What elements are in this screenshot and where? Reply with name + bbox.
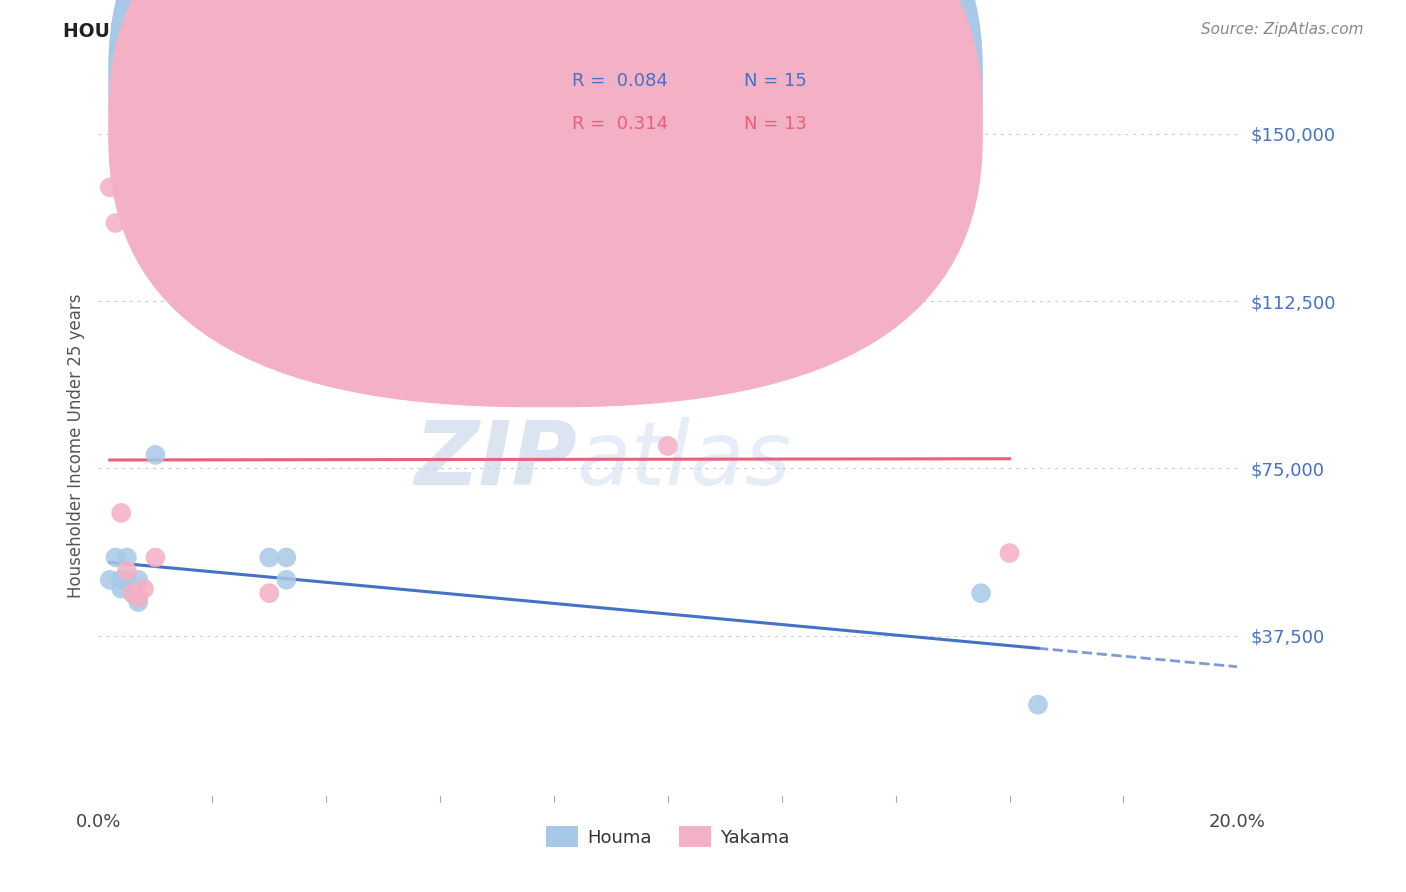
Point (110, 506, 132, 520)
Point (276, 550, 298, 565)
Point (121, 586, 143, 600)
Point (104, 216, 127, 230)
Point (115, 564, 138, 578)
Point (145, 448, 167, 462)
Text: R =  0.314: R = 0.314 (572, 115, 668, 133)
Point (110, 582, 132, 596)
Point (401, 269, 423, 284)
Text: HOUMA VS YAKAMA HOUSEHOLDER INCOME UNDER 25 YEARS CORRELATION CHART: HOUMA VS YAKAMA HOUSEHOLDER INCOME UNDER… (63, 22, 949, 41)
Text: Source: ZipAtlas.com: Source: ZipAtlas.com (1201, 22, 1364, 37)
Point (1026, 698, 1049, 712)
Point (998, 546, 1021, 560)
Text: R =  0.084: R = 0.084 (572, 71, 668, 90)
Point (259, 586, 281, 600)
Point (110, 573, 132, 587)
Point (970, 586, 993, 600)
Point (115, 573, 138, 587)
Point (98, 180, 121, 194)
Point (276, 573, 298, 587)
Point (132, 582, 155, 596)
Point (145, 550, 167, 565)
Text: atlas: atlas (576, 417, 792, 503)
Text: ZIP: ZIP (413, 417, 576, 504)
Point (115, 550, 138, 565)
Point (429, 269, 451, 284)
Point (98, 573, 121, 587)
Point (127, 591, 149, 605)
Point (259, 550, 281, 565)
Point (127, 595, 149, 609)
Legend: Houma, Yakama: Houma, Yakama (538, 819, 797, 855)
Point (104, 550, 127, 565)
Point (657, 439, 679, 453)
Y-axis label: Householder Income Under 25 years: Householder Income Under 25 years (66, 293, 84, 599)
Text: N = 13: N = 13 (744, 115, 807, 133)
Point (121, 586, 143, 600)
Point (127, 573, 149, 587)
Text: N = 15: N = 15 (744, 71, 807, 90)
